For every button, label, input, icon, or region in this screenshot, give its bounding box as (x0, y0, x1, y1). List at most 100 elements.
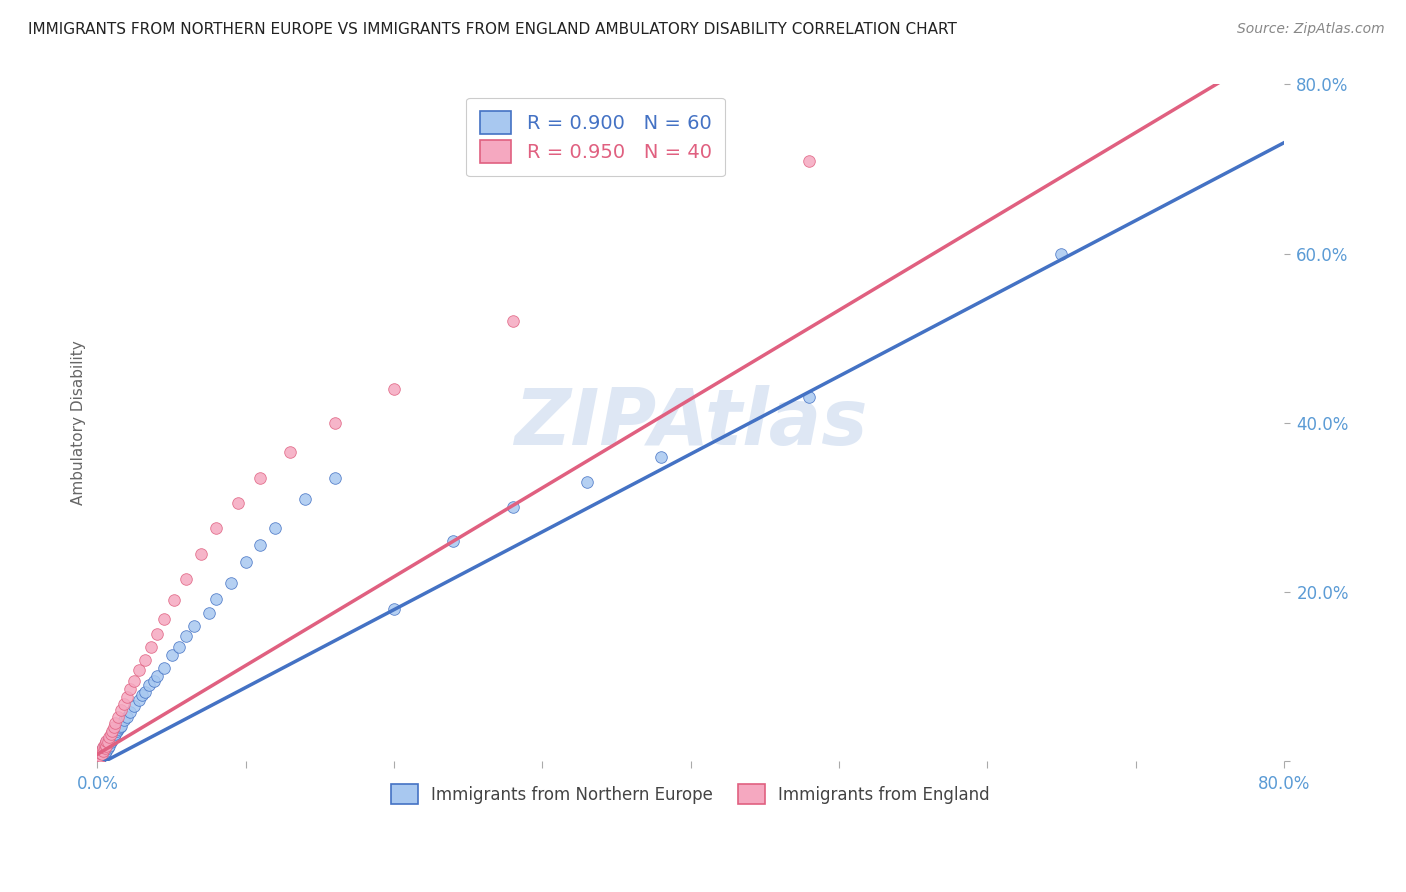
Point (502, 314, 524, 328)
Point (98, 739, 121, 753)
Point (104, 716, 127, 731)
Point (176, 629, 198, 643)
Point (278, 445, 301, 459)
Point (160, 648, 183, 663)
Point (115, 690, 138, 704)
Point (167, 640, 190, 654)
Point (163, 593, 186, 607)
Point (323, 416, 346, 430)
Point (91, 744, 114, 758)
Point (153, 612, 176, 626)
Point (294, 491, 316, 506)
Point (101, 733, 124, 747)
Point (118, 705, 141, 719)
Point (94, 739, 117, 753)
Point (100, 727, 122, 741)
Point (96, 735, 118, 749)
Text: Source: ZipAtlas.com: Source: ZipAtlas.com (1237, 22, 1385, 37)
Point (104, 727, 127, 741)
Point (112, 714, 135, 728)
Point (96, 740, 118, 755)
Point (110, 703, 132, 717)
Point (105, 724, 128, 739)
Point (249, 471, 271, 485)
Point (107, 710, 129, 724)
Point (103, 720, 125, 734)
Point (323, 471, 346, 485)
Point (134, 652, 156, 666)
Point (197, 606, 219, 620)
Point (124, 673, 146, 688)
Point (91, 739, 114, 754)
Point (128, 663, 150, 677)
Point (103, 731, 125, 745)
Point (1050, 246, 1073, 260)
Point (153, 661, 176, 675)
Point (138, 678, 160, 692)
Point (96, 733, 118, 747)
Point (226, 496, 249, 510)
Point (110, 718, 132, 732)
Point (90, 743, 112, 757)
Point (650, 450, 672, 464)
Point (97, 741, 120, 756)
Point (98, 733, 121, 747)
Point (205, 591, 228, 606)
Point (101, 723, 124, 738)
Point (183, 619, 205, 633)
Point (142, 673, 165, 688)
Point (145, 669, 167, 683)
Point (91, 740, 114, 755)
Point (190, 547, 212, 561)
Point (219, 576, 242, 591)
Text: ZIPAtlas: ZIPAtlas (513, 384, 868, 461)
Point (87, 748, 110, 763)
Point (235, 555, 257, 569)
Point (90, 747, 112, 762)
Point (97, 737, 120, 751)
Point (90, 749, 112, 764)
Point (128, 693, 150, 707)
Point (101, 729, 124, 743)
Point (89, 748, 111, 763)
Y-axis label: Ambulatory Disability: Ambulatory Disability (72, 341, 86, 505)
Point (89, 746, 111, 760)
Point (89, 750, 111, 764)
Point (91, 744, 114, 758)
Point (205, 521, 228, 535)
Legend: Immigrants from Northern Europe, Immigrants from England: Immigrants from Northern Europe, Immigra… (381, 774, 1000, 814)
Point (124, 699, 146, 714)
Point (145, 627, 167, 641)
Point (96, 744, 118, 758)
Point (134, 684, 156, 698)
Point (94, 737, 117, 751)
Point (91, 747, 114, 762)
Point (100, 735, 122, 749)
Point (87, 749, 110, 764)
Point (96, 739, 118, 753)
Point (799, 153, 821, 168)
Point (118, 682, 141, 697)
Point (131, 688, 153, 702)
Point (112, 697, 135, 711)
Point (94, 742, 117, 756)
Point (382, 382, 405, 396)
Point (249, 538, 271, 552)
Point (575, 475, 598, 489)
Point (799, 390, 821, 404)
Point (107, 722, 129, 736)
Point (108, 720, 131, 734)
Point (441, 534, 464, 549)
Point (176, 572, 198, 586)
Point (264, 521, 287, 535)
Point (382, 602, 405, 616)
Point (98, 731, 121, 745)
Point (94, 741, 117, 756)
Point (90, 747, 112, 761)
Point (89, 746, 111, 760)
Point (90, 743, 112, 757)
Point (115, 710, 138, 724)
Point (87, 750, 110, 764)
Point (139, 640, 162, 654)
Point (87, 751, 110, 765)
